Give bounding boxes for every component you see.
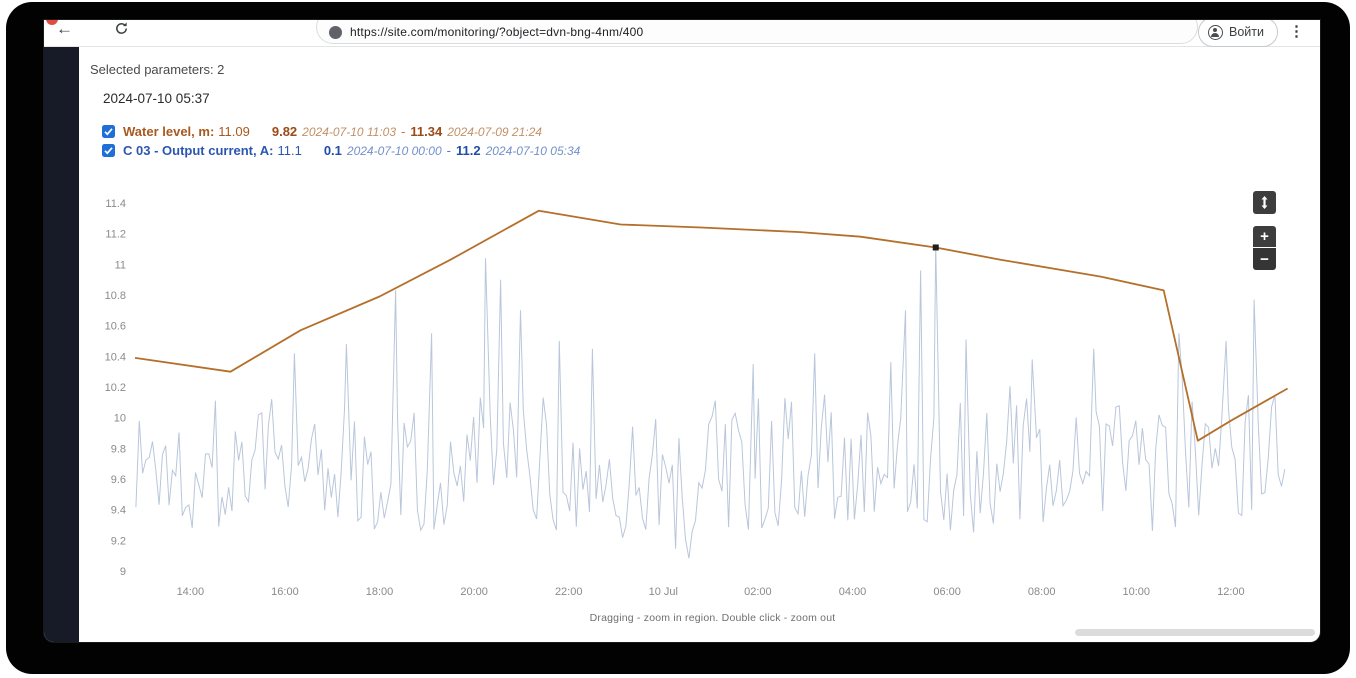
- browser-window: ← https://site.com/monitoring/?object=dv…: [44, 20, 1320, 642]
- series-max-value: 11.2: [455, 143, 481, 158]
- x-tick-label: 18:00: [366, 586, 394, 598]
- x-tick-label: 02:00: [744, 586, 772, 598]
- chart-legend: Water level, m: 11.09 9.82 2024-07-10 11…: [102, 122, 585, 160]
- chart-hint: Dragging - zoom in region. Double click …: [589, 612, 836, 624]
- chart-toolbar: + −: [1253, 191, 1276, 270]
- range-separator: -: [446, 143, 451, 158]
- series-min-time: 2024-07-10 00:00: [346, 143, 442, 158]
- series-max-time: 2024-07-09 21:24: [447, 124, 542, 139]
- y-tick-label: 10.2: [105, 382, 126, 394]
- x-tick-label: 08:00: [1028, 586, 1056, 598]
- y-tick-label: 9.8: [111, 443, 126, 455]
- vertical-range-icon: [1261, 196, 1268, 209]
- range-separator: -: [401, 124, 406, 139]
- series-label: Water level, m:: [123, 124, 215, 139]
- url-text[interactable]: https://site.com/monitoring/?object=dvn-…: [350, 25, 644, 39]
- hover-marker: [932, 244, 939, 251]
- series-min-value: 9.82: [271, 124, 298, 139]
- autoscale-y-button[interactable]: [1253, 191, 1276, 214]
- x-tick-label: 22:00: [555, 586, 583, 598]
- x-tick-label: 06:00: [933, 586, 961, 598]
- series-label: C 03 - Output current, A:: [123, 143, 274, 158]
- y-tick-label: 9.2: [111, 535, 126, 547]
- app-sidebar[interactable]: [44, 47, 79, 642]
- minus-icon: −: [1260, 250, 1269, 268]
- back-icon[interactable]: ←: [56, 20, 73, 38]
- browser-menu-icon[interactable]: ⋮: [1289, 23, 1304, 40]
- y-tick-label: 10.8: [105, 290, 126, 302]
- x-tick-label: 14:00: [177, 586, 205, 598]
- output-current-line: [135, 244, 1286, 559]
- series-max-time: 2024-07-10 05:34: [485, 143, 581, 158]
- x-tick-label: 04:00: [839, 586, 867, 598]
- y-tick-label: 11.4: [105, 198, 126, 210]
- reload-icon[interactable]: [114, 21, 129, 41]
- selected-parameters-label: Selected parameters: 2: [90, 62, 225, 77]
- y-tick-label: 10: [114, 413, 126, 425]
- chart-area: 9 9.2 9.4 9.6 9.8 10 10.2 10.4 10.6 10.8 11 11.2 11.…: [84, 190, 1320, 615]
- close-window-button[interactable]: [46, 20, 58, 25]
- browser-toolbar: ← https://site.com/monitoring/?object=dv…: [44, 20, 1320, 47]
- y-tick-label: 11: [115, 259, 126, 271]
- horizontal-scrollbar-thumb[interactable]: [1075, 629, 1315, 636]
- legend-row-water-level: Water level, m: 11.09 9.82 2024-07-10 11…: [102, 122, 585, 141]
- legend-row-output-current: C 03 - Output current, A: 11.1 0.1 2024-…: [102, 141, 585, 160]
- y-tick-label: 11.2: [105, 229, 126, 241]
- x-tick-label: 10:00: [1123, 586, 1151, 598]
- address-bar[interactable]: https://site.com/monitoring/?object=dvn-…: [316, 20, 1198, 44]
- series-current-value: 11.09: [218, 124, 250, 139]
- y-tick-label: 9: [120, 566, 126, 578]
- x-tick-label: 20:00: [460, 586, 488, 598]
- water-level-line: [134, 209, 1289, 442]
- series-current-value: 11.1: [277, 143, 302, 158]
- x-tick-label: 12:00: [1217, 586, 1245, 598]
- x-tick-label: 10 Jul: [649, 586, 678, 598]
- signin-label: Войти: [1229, 25, 1264, 39]
- y-tick-label: 9.4: [111, 505, 126, 517]
- timeseries-chart[interactable]: 9 9.2 9.4 9.6 9.8 10 10.2 10.4 10.6 10.8 11 11.2 11.…: [84, 190, 1320, 610]
- hover-datetime: 2024-07-10 05:37: [103, 91, 210, 106]
- zoom-in-button[interactable]: +: [1253, 226, 1276, 248]
- y-tick-label: 10.6: [105, 321, 126, 333]
- profile-icon: [1208, 24, 1224, 40]
- output-current-checkbox[interactable]: [102, 144, 115, 157]
- series-max-value: 11.34: [410, 124, 443, 139]
- signin-button[interactable]: Войти: [1198, 20, 1278, 47]
- site-info-icon[interactable]: [329, 26, 342, 39]
- zoom-out-button[interactable]: −: [1253, 248, 1276, 270]
- series-min-time: 2024-07-10 11:03: [302, 124, 397, 139]
- water-level-checkbox[interactable]: [102, 125, 115, 138]
- x-tick-label: 16:00: [271, 586, 299, 598]
- y-tick-label: 9.6: [111, 474, 126, 486]
- series-min-value: 0.1: [323, 143, 342, 158]
- plus-icon: +: [1260, 228, 1269, 245]
- y-tick-label: 10.4: [105, 351, 126, 363]
